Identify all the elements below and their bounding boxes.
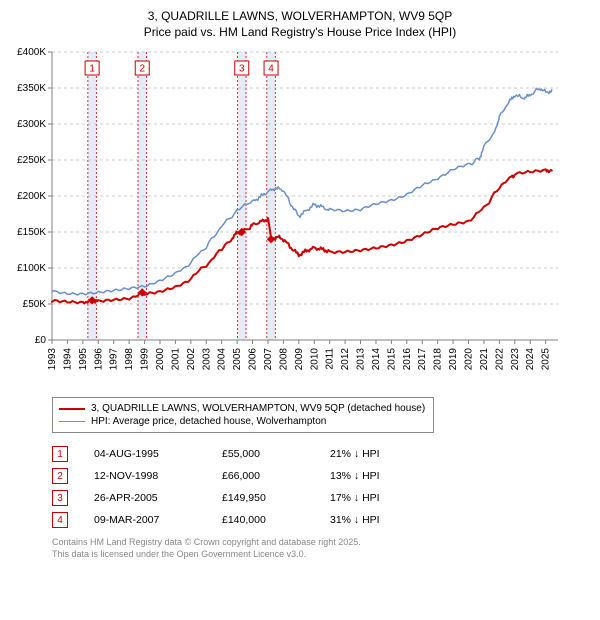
svg-text:2022: 2022	[494, 348, 505, 371]
event-delta: 13% ↓ HPI	[330, 470, 420, 482]
svg-text:1995: 1995	[78, 348, 89, 371]
title-line-1: 3, QUADRILLE LAWNS, WOLVERHAMPTON, WV9 5…	[8, 8, 592, 24]
svg-text:2009: 2009	[294, 348, 305, 371]
legend-label-hpi: HPI: Average price, detached house, Wolv…	[91, 416, 326, 427]
svg-text:4: 4	[268, 64, 274, 75]
svg-text:2: 2	[139, 64, 145, 75]
events-table: 1 04-AUG-1995 £55,000 21% ↓ HPI 2 12-NOV-1998…	[52, 443, 592, 531]
event-price: £66,000	[222, 470, 312, 482]
svg-text:2012: 2012	[340, 348, 351, 371]
svg-text:2013: 2013	[356, 348, 367, 371]
svg-text:2017: 2017	[417, 348, 428, 371]
svg-text:2005: 2005	[232, 348, 243, 371]
footnote: Contains HM Land Registry data © Crown c…	[52, 537, 592, 560]
event-row: 4 09-MAR-2007 £140,000 31% ↓ HPI	[52, 509, 592, 531]
event-delta: 31% ↓ HPI	[330, 514, 420, 526]
svg-text:£150K: £150K	[17, 227, 46, 238]
svg-text:£50K: £50K	[23, 299, 47, 310]
svg-text:3: 3	[239, 64, 245, 75]
svg-text:2004: 2004	[217, 348, 228, 371]
svg-text:2001: 2001	[170, 348, 181, 371]
chart-area: 1 2 3 4 £0 £50K £100K £150K £200K £250K £300K £350K…	[8, 46, 592, 391]
svg-text:2015: 2015	[386, 348, 397, 371]
svg-text:1999: 1999	[140, 348, 151, 371]
chart-title: 3, QUADRILLE LAWNS, WOLVERHAMPTON, WV9 5…	[8, 8, 592, 40]
event-row: 2 12-NOV-1998 £66,000 13% ↓ HPI	[52, 465, 592, 487]
svg-text:2002: 2002	[186, 348, 197, 371]
footnote-line-1: Contains HM Land Registry data © Crown c…	[52, 537, 592, 549]
svg-text:2021: 2021	[479, 348, 490, 371]
legend-row-price: 3, QUADRILLE LAWNS, WOLVERHAMPTON, WV9 5…	[59, 402, 425, 415]
svg-text:2019: 2019	[448, 348, 459, 371]
event-date: 12-NOV-1998	[94, 470, 204, 482]
svg-text:£100K: £100K	[17, 263, 46, 274]
svg-text:2023: 2023	[510, 348, 521, 371]
svg-text:2003: 2003	[201, 348, 212, 371]
svg-text:£400K: £400K	[17, 47, 46, 58]
svg-text:2006: 2006	[248, 348, 259, 371]
svg-text:2025: 2025	[541, 348, 552, 371]
svg-text:2014: 2014	[371, 348, 382, 371]
event-date: 26-APR-2005	[94, 492, 204, 504]
svg-text:2011: 2011	[325, 348, 336, 370]
svg-text:1994: 1994	[62, 348, 73, 371]
footnote-line-2: This data is licensed under the Open Gov…	[52, 549, 592, 561]
event-marker: 4	[52, 512, 68, 528]
line-chart: 1 2 3 4 £0 £50K £100K £150K £200K £250K £300K £350K…	[8, 46, 568, 386]
event-row: 3 26-APR-2005 £149,950 17% ↓ HPI	[52, 487, 592, 509]
svg-text:2016: 2016	[402, 348, 413, 371]
svg-text:2000: 2000	[155, 348, 166, 371]
event-marker: 2	[52, 468, 68, 484]
event-date: 09-MAR-2007	[94, 514, 204, 526]
svg-text:2024: 2024	[525, 348, 536, 371]
event-date: 04-AUG-1995	[94, 448, 204, 460]
svg-text:2020: 2020	[464, 348, 475, 371]
svg-text:£350K: £350K	[17, 83, 46, 94]
svg-text:2008: 2008	[278, 348, 289, 371]
event-price: £140,000	[222, 514, 312, 526]
legend-label-price: 3, QUADRILLE LAWNS, WOLVERHAMPTON, WV9 5…	[91, 403, 425, 414]
svg-text:2007: 2007	[263, 348, 274, 371]
svg-text:2018: 2018	[433, 348, 444, 371]
svg-text:£300K: £300K	[17, 119, 46, 130]
event-marker: 3	[52, 490, 68, 506]
svg-text:1993: 1993	[47, 348, 58, 371]
svg-text:£250K: £250K	[17, 155, 46, 166]
legend-swatch-hpi	[59, 421, 85, 422]
legend-row-hpi: HPI: Average price, detached house, Wolv…	[59, 415, 425, 428]
event-delta: 17% ↓ HPI	[330, 492, 420, 504]
event-row: 1 04-AUG-1995 £55,000 21% ↓ HPI	[52, 443, 592, 465]
event-price: £149,950	[222, 492, 312, 504]
svg-text:1997: 1997	[109, 348, 120, 371]
svg-text:2010: 2010	[309, 348, 320, 371]
svg-text:£200K: £200K	[17, 191, 46, 202]
legend-swatch-price	[59, 408, 85, 410]
event-marker: 1	[52, 446, 68, 462]
title-line-2: Price paid vs. HM Land Registry's House …	[8, 24, 592, 40]
svg-text:1: 1	[89, 64, 95, 75]
svg-text:1998: 1998	[124, 348, 135, 371]
event-price: £55,000	[222, 448, 312, 460]
event-delta: 21% ↓ HPI	[330, 448, 420, 460]
svg-text:£0: £0	[35, 335, 47, 346]
svg-text:1996: 1996	[93, 348, 104, 371]
legend: 3, QUADRILLE LAWNS, WOLVERHAMPTON, WV9 5…	[52, 397, 434, 433]
